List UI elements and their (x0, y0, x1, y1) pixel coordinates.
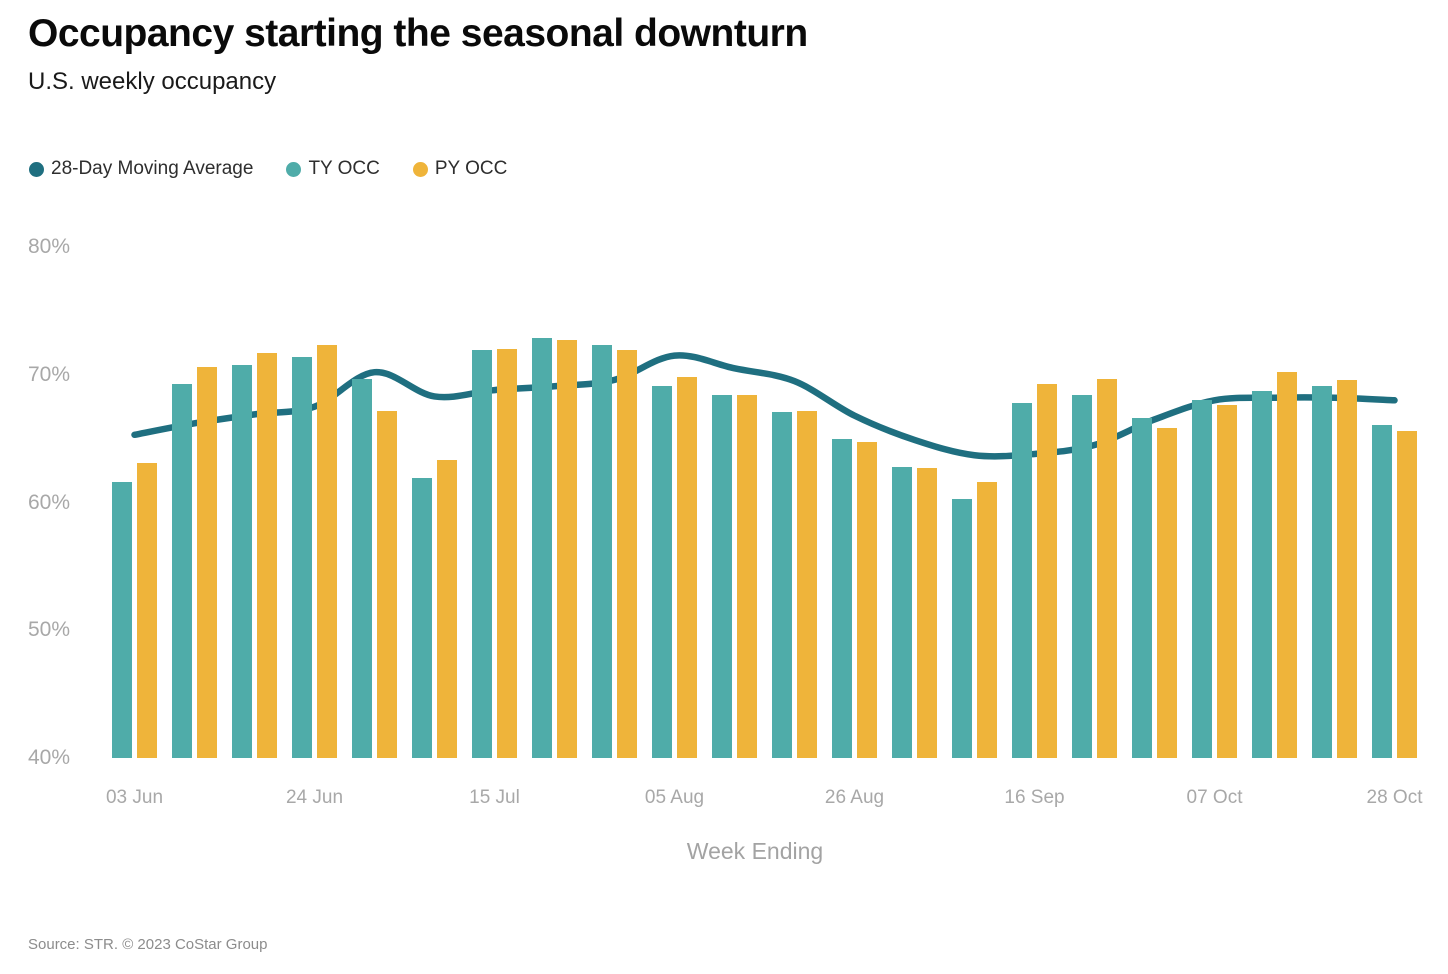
y-tick-label: 50% (28, 618, 71, 642)
py-occ-bar (917, 468, 937, 758)
x-tick-label: 26 Aug (824, 787, 885, 808)
py-occ-bar (1337, 379, 1357, 758)
ty-occ-bar (352, 378, 372, 758)
x-tick-label: 15 Jul (469, 787, 520, 808)
py-occ-bar (797, 410, 817, 758)
py-occ-bar (977, 482, 997, 758)
moving-average-dot-icon (29, 161, 44, 177)
py-occ-bar (377, 410, 397, 758)
ty-occ-bar (292, 356, 312, 758)
legend-label-py-occ: PY OCC (434, 158, 508, 179)
source-note: Source: STR. © 2023 CoStar Group (28, 936, 268, 953)
ty-occ-bar (712, 395, 732, 758)
py-occ-bar (617, 350, 637, 758)
ty-occ-bar (112, 482, 132, 758)
ty-occ-bar (1312, 386, 1332, 758)
ty-occ-bar (592, 345, 612, 758)
py-occ-bar (437, 460, 457, 758)
legend-label-moving-average: 28-Day Moving Average (51, 158, 254, 179)
py-occ-bar (1157, 428, 1177, 758)
x-tick-label: 24 Jun (285, 787, 344, 808)
legend-item-ty-occ: TY OCC (286, 158, 380, 180)
x-tick-label: 28 Oct (1366, 787, 1423, 808)
ty-occ-bar (1192, 400, 1212, 758)
ty-occ-dot-icon (286, 161, 302, 177)
py-occ-bar (677, 377, 697, 758)
y-tick-label: 60% (28, 490, 71, 514)
x-tick-label: 16 Sep (1004, 787, 1065, 808)
ty-occ-bar (232, 364, 252, 758)
ty-occ-bar (832, 438, 852, 758)
ty-occ-bar (1132, 418, 1152, 758)
py-occ-bar (317, 345, 337, 758)
py-occ-bar (557, 340, 577, 758)
ty-occ-bar (892, 466, 912, 758)
y-tick-label: 70% (28, 362, 71, 386)
y-tick-label: 40% (28, 746, 71, 769)
ty-occ-bar (652, 386, 672, 758)
chart-subtitle: U.S. weekly occupancy (28, 68, 277, 95)
py-occ-bar (1397, 430, 1417, 758)
ty-occ-bar (1072, 395, 1092, 758)
ty-occ-bar (412, 478, 432, 758)
x-axis-title: Week Ending (686, 838, 824, 864)
ty-occ-bar (472, 350, 492, 758)
ty-occ-bar (952, 498, 972, 758)
ty-occ-bar (772, 411, 792, 758)
py-occ-bar (257, 353, 277, 758)
x-tick-label: 05 Aug (644, 787, 705, 808)
ty-occ-bar (1372, 424, 1392, 758)
y-tick-label: 80% (28, 235, 71, 258)
py-occ-bar (737, 395, 757, 758)
py-occ-dot-icon (412, 161, 428, 177)
legend-label-ty-occ: TY OCC (308, 158, 380, 179)
py-occ-bar (197, 367, 217, 758)
x-tick-label: 07 Oct (1186, 787, 1243, 808)
ty-occ-bar (1252, 391, 1272, 758)
ty-occ-bar (532, 337, 552, 758)
legend-item-py-occ: PY OCC (412, 158, 508, 180)
x-tick-label: 03 Jun (105, 787, 164, 808)
py-occ-bar (137, 462, 157, 758)
ty-occ-bar (172, 383, 192, 758)
py-occ-bar (1277, 372, 1297, 758)
py-occ-bar (1217, 405, 1237, 758)
py-occ-bar (1097, 378, 1117, 758)
py-occ-bar (1037, 383, 1057, 758)
chart-title: Occupancy starting the seasonal downturn (28, 12, 808, 55)
py-occ-bar (857, 442, 877, 758)
py-occ-bar (497, 349, 517, 758)
ty-occ-bar (1012, 402, 1032, 758)
chart-legend: 28-Day Moving Average TY OCC PY OCC (29, 158, 507, 180)
legend-item-moving-average: 28-Day Moving Average (29, 158, 253, 180)
